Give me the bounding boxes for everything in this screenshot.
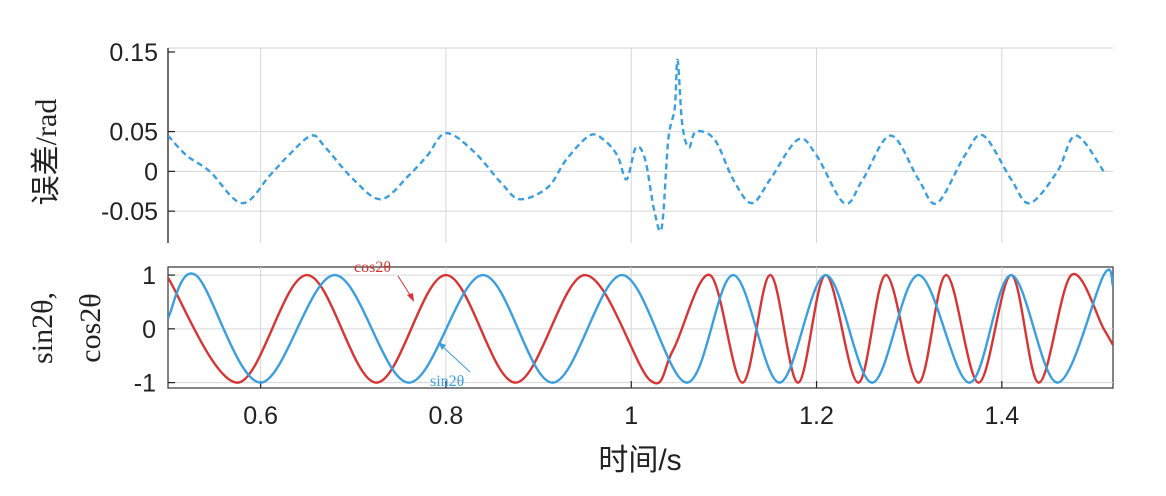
bottom-panel-frame [167, 266, 1114, 389]
top-panel-y-label: 误差/rad [30, 99, 63, 206]
bottom-y-tick-label-1: 0 [142, 316, 156, 344]
top-y-tick-label-3: 0.15 [109, 39, 158, 67]
bottom-y-tick-label-0: -1 [134, 370, 156, 398]
cos-annotation-label: cos2θ [354, 259, 391, 276]
bottom-panel-y-label: sin2θ, [26, 292, 59, 364]
x-tick-label-1: 0.8 [429, 402, 464, 430]
cos-series-line [168, 272, 1113, 385]
bottom-panel-y-ticks: -1 0 1 [134, 262, 175, 398]
x-tick-label-3: 1.2 [799, 402, 834, 430]
top-y-tick-label-0: -0.05 [101, 198, 158, 226]
trig-panel: -1 0 1 0.6 0.8 1 1.2 1.4 sin2θ, cos2θ 时间/s cos… [26, 259, 1114, 477]
bottom-y-tick-label-2: 1 [142, 262, 156, 290]
bottom-panel-y-label-2: cos2θ [74, 293, 107, 362]
bottom-panel-x-ticks: 0.6 0.8 1 1.2 1.4 [243, 381, 1019, 430]
sin-series-line [168, 268, 1113, 384]
x-axis-label: 时间/s [598, 444, 681, 477]
error-series-line [168, 58, 1105, 233]
sin-annotation-arrowhead [438, 342, 446, 350]
cos-annotation-arrowhead [407, 293, 414, 302]
top-panel-y-ticks: -0.05 0 0.05 0.15 [101, 39, 175, 226]
top-y-tick-label-1: 0 [144, 158, 158, 186]
x-tick-label-0: 0.6 [243, 402, 278, 430]
sin-annotation-label: sin2θ [430, 373, 464, 390]
bottom-panel-series [168, 268, 1113, 385]
bottom-panel-grid [168, 267, 1113, 388]
top-y-tick-label-2: 0.05 [109, 119, 158, 147]
x-tick-label-4: 1.4 [984, 402, 1019, 430]
error-panel: -0.05 0 0.05 0.15 误差/rad [30, 39, 1113, 243]
sin-annotation-arrow [441, 345, 471, 373]
x-tick-label-2: 1 [624, 402, 638, 430]
top-panel-series [168, 58, 1105, 233]
